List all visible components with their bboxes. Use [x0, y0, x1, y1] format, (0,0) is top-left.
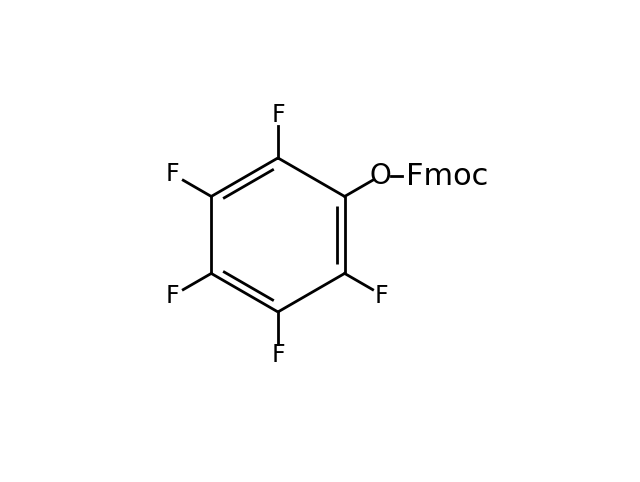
- Text: F: F: [166, 162, 179, 186]
- Text: F: F: [166, 284, 179, 308]
- Text: F: F: [375, 284, 388, 308]
- Text: F: F: [271, 343, 285, 367]
- Text: O: O: [369, 162, 391, 190]
- Text: F: F: [271, 103, 285, 127]
- Text: Fmoc: Fmoc: [406, 162, 488, 191]
